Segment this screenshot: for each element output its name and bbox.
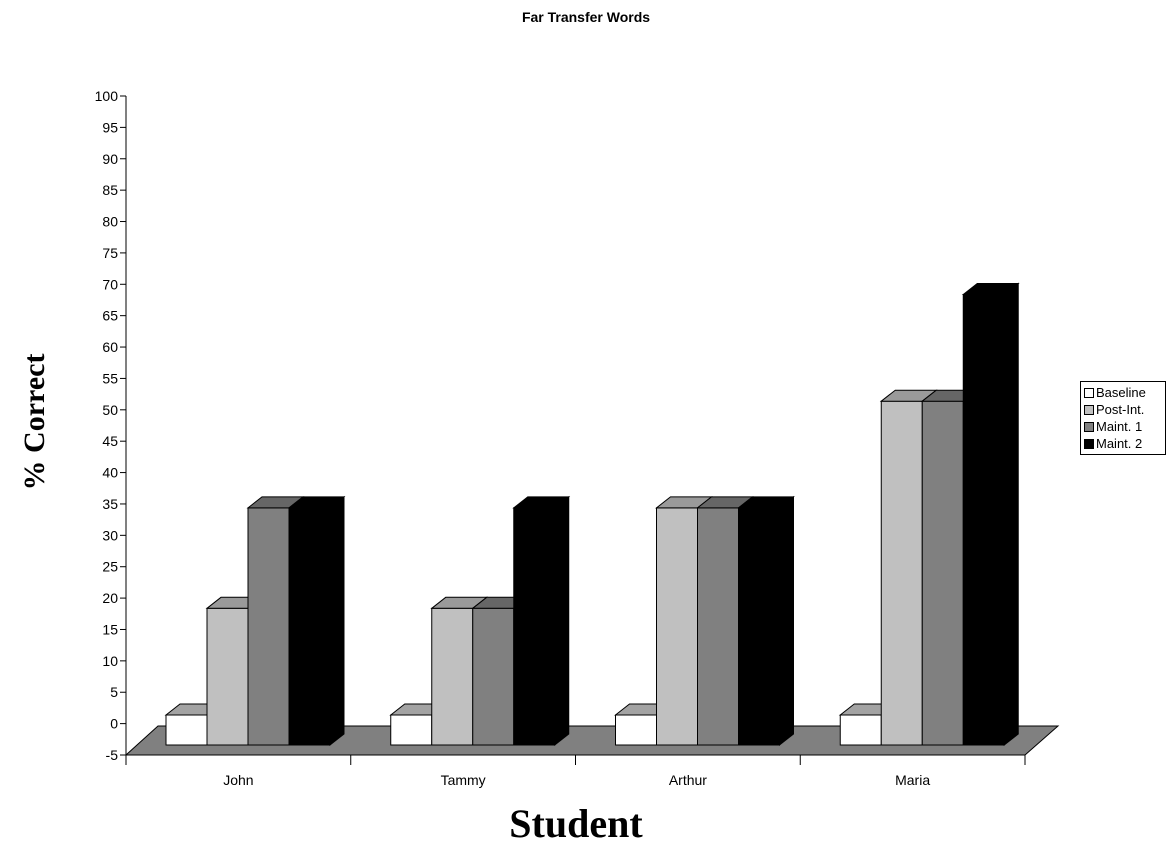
bar <box>962 293 1005 746</box>
x-tick-label: Arthur <box>669 772 707 788</box>
y-tick-label: 45 <box>102 433 118 449</box>
bar <box>247 507 290 746</box>
bar <box>288 507 331 746</box>
legend-item: Post-Int. <box>1084 401 1165 418</box>
bar <box>738 507 780 746</box>
bar-side <box>1003 282 1019 747</box>
x-tick-label: Maria <box>895 772 930 788</box>
legend-label: Baseline <box>1096 385 1146 400</box>
y-tick-label: 0 <box>110 716 118 732</box>
y-tick-label: 55 <box>102 370 118 386</box>
y-tick-label: 35 <box>102 496 118 512</box>
bar-side <box>779 495 794 747</box>
bar-side <box>329 495 345 747</box>
bar <box>697 507 739 746</box>
y-tick-label: 30 <box>102 527 118 543</box>
y-tick-label: 85 <box>102 182 118 198</box>
x-tick-label: Tammy <box>441 772 486 788</box>
bar <box>206 607 249 746</box>
bar <box>431 607 474 746</box>
y-tick-label: 5 <box>110 684 118 700</box>
legend-swatch <box>1084 421 1094 432</box>
bar <box>472 607 515 746</box>
bar <box>513 507 556 746</box>
y-tick-label: 50 <box>102 402 118 418</box>
y-tick-label: 10 <box>102 653 118 669</box>
legend-label: Maint. 1 <box>1096 419 1143 434</box>
y-tick-label: 65 <box>102 308 118 324</box>
y-tick-label: 60 <box>102 339 118 355</box>
y-tick-label: 75 <box>102 245 118 261</box>
bar <box>165 714 208 746</box>
y-tick-label: 40 <box>102 465 118 481</box>
y-tick-label: 25 <box>102 559 118 575</box>
legend-item: Maint. 1 <box>1084 418 1165 435</box>
y-tick-label: 80 <box>102 214 118 230</box>
y-tick-label: 95 <box>102 119 118 135</box>
legend-swatch <box>1084 387 1094 398</box>
x-axis-title: Student <box>509 801 643 846</box>
legend-item: Maint. 2 <box>1084 435 1165 452</box>
y-tick-label: -5 <box>106 747 119 763</box>
bar <box>839 714 882 746</box>
y-tick-label: 20 <box>102 590 118 606</box>
legend-item: Baseline <box>1084 384 1165 401</box>
legend: Baseline Post-Int. Maint. 1 Maint. 2 <box>1080 381 1166 455</box>
bar <box>390 714 433 746</box>
y-tick-label: 70 <box>102 276 118 292</box>
legend-swatch <box>1084 404 1094 415</box>
legend-swatch <box>1084 438 1094 449</box>
y-tick-label: 90 <box>102 151 118 167</box>
y-tick-label: 15 <box>102 621 118 637</box>
bar-side <box>554 495 570 747</box>
bar <box>880 400 923 746</box>
bar <box>921 400 964 746</box>
bar <box>615 714 657 746</box>
x-tick-label: John <box>223 772 253 788</box>
bar <box>656 507 698 746</box>
legend-label: Post-Int. <box>1096 402 1145 417</box>
legend-label: Maint. 2 <box>1096 436 1143 451</box>
y-tick-label: 100 <box>95 88 119 104</box>
chart-title: Far Transfer Words <box>521 9 651 25</box>
